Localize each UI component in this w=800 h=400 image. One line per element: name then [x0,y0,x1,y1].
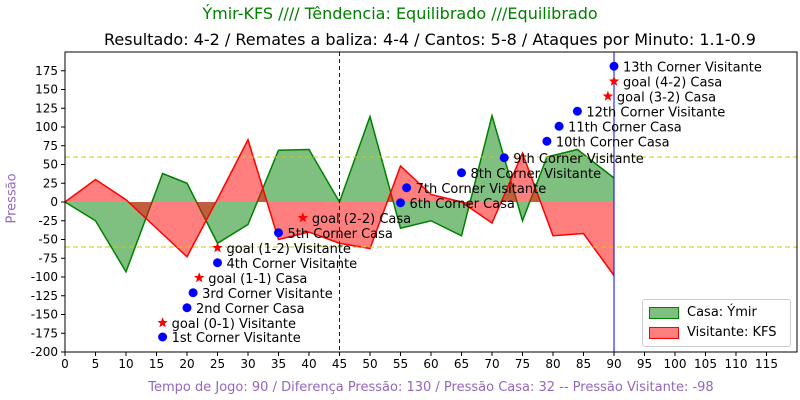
event-point [396,198,405,208]
event-label: 7th Corner Visitante [416,182,547,197]
legend-swatch-away [649,326,679,339]
x-tick-label: 95 [637,357,652,371]
x-tick-label: 25 [210,357,225,371]
x-tick-label: 70 [484,357,499,371]
legend: Casa: Ýmir Visitante: KFS [642,299,791,347]
x-tick-label: 115 [755,357,778,371]
chart-subtitle: Resultado: 4-2 / Remates a baliza: 4-4 /… [104,30,756,49]
y-tick-label: -125 [31,289,58,303]
event-point [274,228,283,238]
legend-swatch-home [649,306,679,319]
y-tick-label: -100 [31,270,58,284]
legend-label-home: Casa: Ýmir [687,305,757,320]
event-label: 10th Corner Casa [556,135,670,150]
y-tick-label: -75 [38,251,58,265]
x-tick-label: 105 [694,357,717,371]
x-tick-label: 10 [118,357,133,371]
x-tick-label: 65 [454,357,469,371]
x-tick-label: 60 [423,357,438,371]
event-label: 4th Corner Visitante [227,257,358,272]
event-label: goal (2-2) Casa [312,212,411,227]
x-tick-label: 30 [240,357,255,371]
goal-star [297,212,309,223]
goal-star [157,317,168,328]
y-tick-label: -25 [38,214,58,228]
event-point [542,136,552,146]
goal-star [608,75,620,86]
x-tick-label: 90 [606,357,621,371]
event-label: 5th Corner Casa [288,227,393,242]
goal-star [212,242,223,253]
y-tick-label: -150 [31,308,58,322]
event-label: 6th Corner Casa [410,197,515,212]
x-tick-label: 35 [271,357,286,371]
y-tick-label: 50 [43,158,58,172]
event-label: goal (1-1) Casa [208,272,307,287]
event-label: 3rd Corner Visitante [202,287,333,302]
x-tick-label: 55 [393,357,408,371]
event-point [188,288,198,298]
y-tick-label: -200 [31,345,58,359]
event-label: 1st Corner Visitante [172,331,301,346]
x-tick-label: 0 [61,357,69,371]
x-tick-label: 45 [332,357,347,371]
event-point [457,168,466,178]
y-tick-label: 0 [50,195,58,209]
y-tick-label: 125 [35,101,58,115]
legend-item-home: Casa: Ýmir [649,305,757,320]
event-label: goal (1-2) Visitante [227,242,351,257]
x-tick-label: 5 [92,357,100,371]
event-point [182,303,192,313]
y-tick-label: -175 [31,326,58,340]
event-label: goal (3-2) Casa [617,90,716,105]
event-label: 8th Corner Visitante [471,167,602,182]
x-tick-label: 50 [362,357,377,371]
x-tick-label: 20 [179,357,194,371]
y-tick-label: 175 [35,64,58,78]
x-tick-label: 80 [545,357,560,371]
legend-item-away: Visitante: KFS [649,325,777,340]
event-point [402,183,412,193]
y-tick-label: 150 [35,83,58,97]
event-point [213,258,222,268]
event-label: goal (4-2) Casa [623,75,722,90]
legend-label-away: Visitante: KFS [687,325,777,340]
event-point [609,61,619,71]
x-tick-label: 40 [301,357,316,371]
y-tick-label: 25 [43,176,58,190]
event-label: 9th Corner Visitante [513,152,644,167]
x-tick-label: 75 [515,357,530,371]
x-tick-label: 15 [149,357,164,371]
x-tick-label: 110 [725,357,748,371]
goal-star [602,90,614,101]
event-point [554,121,564,131]
x-tick-label: 85 [576,357,591,371]
event-point [158,332,168,342]
goal-star [194,272,205,283]
event-point [572,106,582,116]
y-tick-label: 75 [43,139,58,153]
event-label: goal (0-1) Visitante [172,317,296,332]
y-tick-label: -50 [38,233,58,247]
chart-title: Ýmir-KFS //// Têndencia: Equilibrado ///… [202,4,598,23]
event-label: 11th Corner Casa [568,120,682,135]
event-label: 13th Corner Visitante [623,60,762,75]
x-axis-label: Tempo de Jogo: 90 / Diferença Pressão: 1… [148,380,714,395]
y-tick-label: 100 [35,120,58,134]
x-tick-label: 100 [664,357,687,371]
event-point [499,153,509,163]
event-label: 2nd Corner Casa [196,302,305,317]
event-label: 12th Corner Visitante [586,105,725,120]
